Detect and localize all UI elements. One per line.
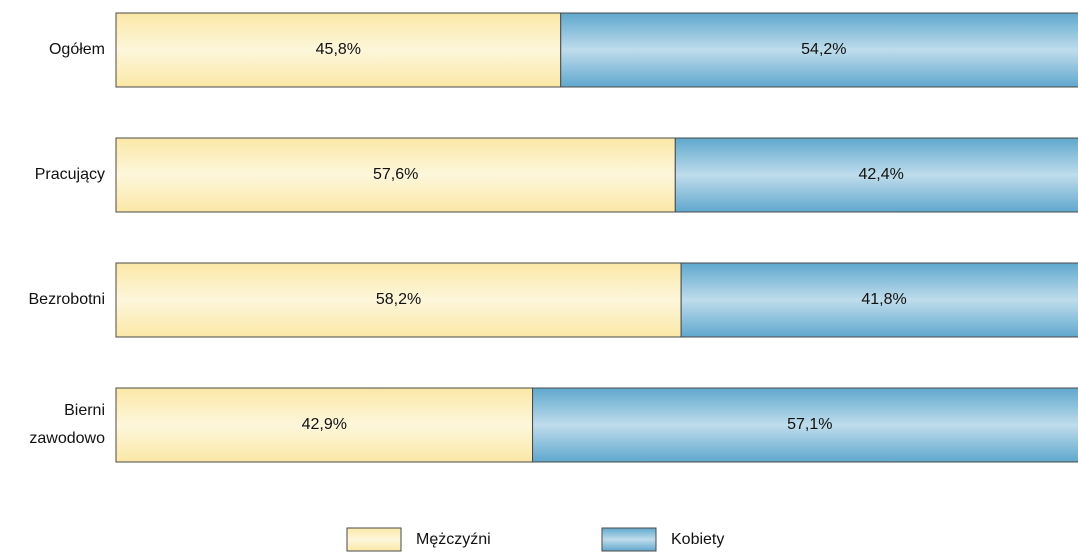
legend-label: Mężczyźni — [416, 531, 491, 548]
value-label: 57,6% — [373, 166, 418, 183]
y-tick-label-line: zawodowo — [29, 430, 105, 447]
legend-swatch — [601, 527, 657, 552]
value-label: 54,2% — [801, 41, 846, 58]
value-label: 57,1% — [787, 416, 832, 433]
y-tick-label: Pracujący — [35, 166, 105, 183]
bar-segment — [680, 262, 1078, 338]
bar-segment — [532, 387, 1078, 463]
value-label: 42,4% — [858, 166, 903, 183]
bar-segment — [115, 387, 534, 463]
legend-label: Kobiety — [671, 531, 724, 548]
bar-segment — [674, 137, 1078, 213]
value-label: 41,8% — [861, 291, 906, 308]
bar-segment — [560, 12, 1078, 88]
y-tick-label: Ogółem — [49, 41, 105, 58]
bar-segment — [115, 137, 676, 213]
value-label: 58,2% — [376, 291, 421, 308]
y-tick-label: Bierni zawodowo — [29, 402, 105, 447]
y-tick-label: Bezrobotni — [29, 291, 106, 308]
value-label: 45,8% — [316, 41, 361, 58]
legend-swatch — [346, 527, 402, 552]
value-label: 42,9% — [302, 416, 347, 433]
bar-segment — [115, 12, 562, 88]
bar-segment — [115, 262, 682, 338]
y-tick-label-line: Bierni — [64, 402, 105, 419]
